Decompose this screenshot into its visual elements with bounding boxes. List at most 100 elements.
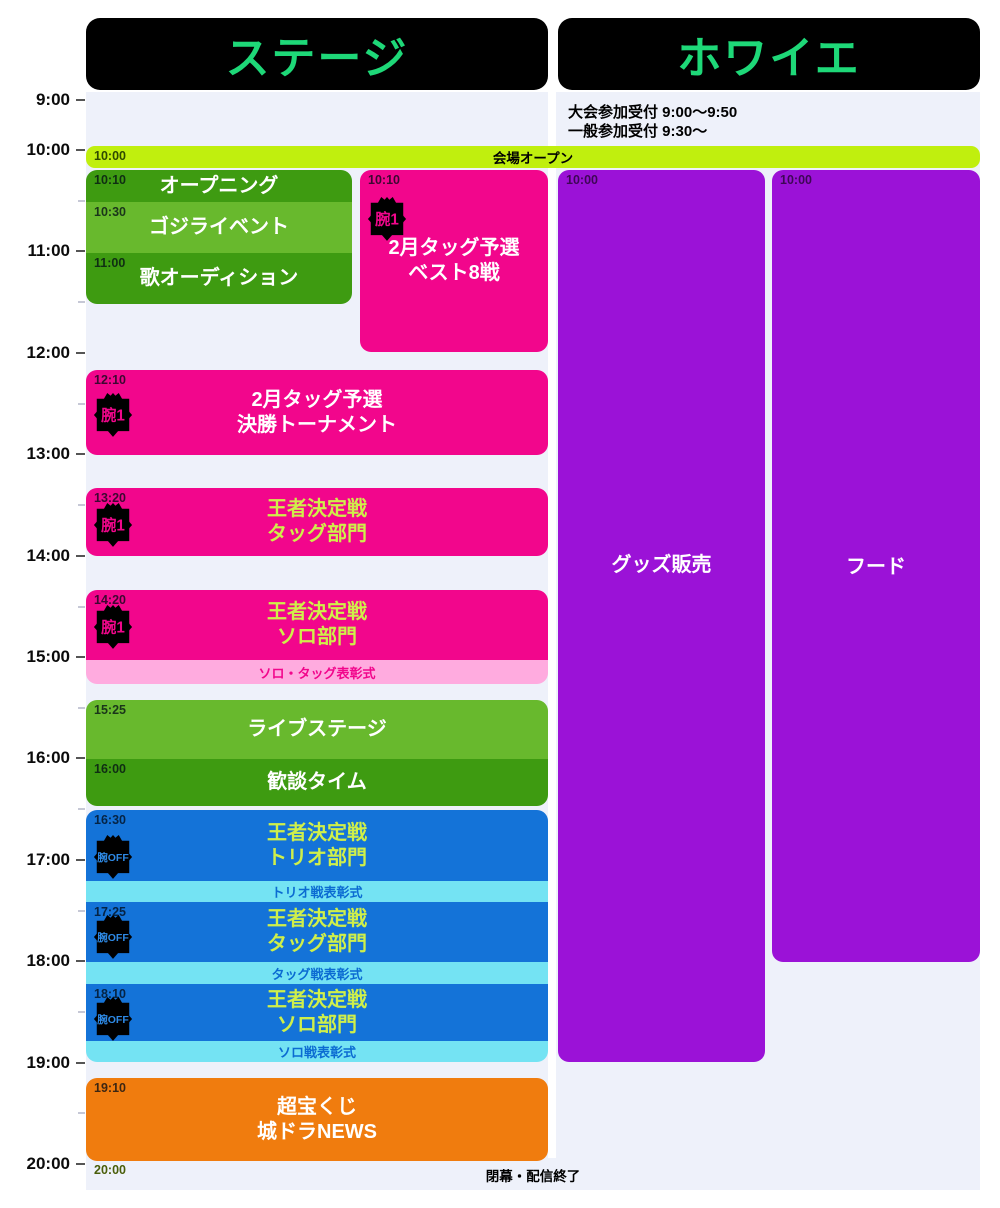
event-champion-tag-off: 17:25 腕OFF 王者決定戦 タッグ部門 [86, 902, 548, 962]
foyer-column-title: ホワイエ [677, 34, 861, 83]
bottom-strip [86, 1158, 980, 1190]
hour-tick [76, 352, 85, 354]
hour-tick [76, 859, 85, 861]
event-tag-qualifier-final: 12:10 腕1 2月タッグ予選 決勝トーナメント [86, 370, 548, 455]
venue-open-bar: 10:00 会場オープン [86, 146, 980, 168]
closing-time: 20:00 [94, 1163, 126, 1177]
event-title-line1: 王者決定戦 [267, 988, 367, 1011]
event-time: 11:00 [94, 256, 126, 270]
event-title: フード [846, 556, 906, 578]
ude1-burst-icon: 腕1 [93, 393, 133, 437]
reception-line-2: 一般参加受付 9:30〜 [568, 123, 708, 140]
event-chat-time: 16:00 歓談タイム [86, 759, 548, 806]
event-time: 19:10 [94, 1081, 126, 1095]
event-title-line1: 王者決定戦 [267, 908, 367, 930]
event-title-line2: ソロ部門 [277, 626, 357, 648]
hour-label-17: 17:00 [26, 850, 70, 869]
event-title-line1: 2月タッグ予選 [388, 237, 520, 259]
half-hour-tick [78, 707, 85, 709]
hour-label-15: 15:00 [26, 647, 70, 666]
event-title-line2: 城ドラNEWS [257, 1120, 377, 1143]
event-title-line1: 王者決定戦 [267, 821, 367, 844]
trio-award-ceremony: トリオ戦表彰式 [86, 881, 548, 902]
event-champion-tag: 13:20 腕1 王者決定戦 タッグ部門 [86, 488, 548, 556]
event-time: 10:00 [780, 173, 812, 187]
hour-tick [76, 99, 85, 101]
hour-label-9: 9:00 [35, 90, 70, 109]
event-title-line1: 2月タッグ予選 [251, 388, 383, 411]
event-title-line1: 王者決定戦 [267, 498, 367, 520]
event-time: 17:25 [94, 905, 126, 919]
hour-tick [76, 149, 85, 151]
hour-tick [76, 960, 85, 962]
event-time: 12:10 [94, 373, 126, 387]
event-title-line1: 王者決定戦 [267, 601, 367, 623]
event-time: 10:00 [566, 173, 598, 187]
svg-text:腕OFF: 腕OFF [97, 1013, 129, 1026]
closing-label: 閉幕・配信終了 [485, 1169, 581, 1184]
event-title: ゴジライベント [149, 216, 289, 238]
live-events-group: 15:25 ライブステージ 16:00 歓談タイム [86, 700, 548, 806]
event-title-line2: ソロ部門 [277, 1013, 357, 1036]
event-title-line1: 超宝くじ [277, 1095, 357, 1118]
solo-tag-award-ceremony: ソロ・タッグ表彰式 [86, 660, 548, 684]
half-hour-tick [78, 1112, 85, 1114]
reception-line-1: 大会参加受付 9:00〜9:50 [568, 104, 738, 121]
event-song-audition: 11:00 歌オーディション [86, 253, 352, 304]
event-time: 18:10 [94, 987, 126, 1001]
half-hour-tick [78, 808, 85, 810]
morning-events-group: 10:10 オープニング 10:30 ゴジライベント 11:00 歌オーディショ… [86, 170, 352, 304]
event-lottery-news: 19:10 超宝くじ 城ドラNEWS [86, 1078, 548, 1161]
svg-text:腕OFF: 腕OFF [97, 851, 129, 864]
event-title: オープニング [159, 174, 279, 197]
event-time: 13:20 [94, 491, 126, 505]
reception-note: 大会参加受付 9:00〜9:50 一般参加受付 9:30〜 [568, 103, 737, 141]
hour-tick [76, 656, 85, 658]
event-tag-qualifier-best8: 10:10 腕1 2月タッグ予選 ベスト8戦 [360, 170, 548, 352]
tag-award-ceremony: タッグ戦表彰式 [86, 962, 548, 984]
hour-tick [76, 757, 85, 759]
ude1-burst-icon: 腕1 [93, 503, 133, 547]
event-time: 14:20 [94, 593, 126, 607]
half-hour-tick [78, 200, 85, 202]
hour-label-19: 19:00 [26, 1053, 70, 1072]
venue-open-time: 10:00 [94, 149, 126, 163]
hour-tick [76, 1163, 85, 1165]
event-title-line2: トリオ部門 [267, 846, 367, 869]
ude1-burst-icon: 腕1 [367, 197, 407, 241]
ude-off-burst-icon: 腕OFF [93, 835, 133, 879]
hour-label-16: 16:00 [26, 748, 70, 767]
event-opening: 10:10 オープニング [86, 170, 352, 202]
event-time: 10:30 [94, 205, 126, 219]
svg-text:腕1: 腕1 [101, 619, 125, 637]
event-time: 16:00 [94, 762, 126, 776]
ude-off-burst-icon: 腕OFF [93, 997, 133, 1041]
half-hour-tick [78, 403, 85, 405]
hour-tick [76, 250, 85, 252]
event-time: 10:10 [368, 173, 400, 187]
half-hour-tick [78, 606, 85, 608]
solo-award-ceremony: ソロ戦表彰式 [86, 1041, 548, 1062]
event-time: 10:10 [94, 173, 126, 187]
event-title-line2: タッグ部門 [267, 933, 367, 955]
svg-text:腕OFF: 腕OFF [97, 931, 129, 944]
hour-label-11: 11:00 [27, 241, 70, 260]
foyer-column-header: ホワイエ [558, 18, 980, 90]
ude-off-burst-icon: 腕OFF [93, 915, 133, 959]
event-food: 10:00 フード [772, 170, 980, 962]
half-hour-tick [78, 301, 85, 303]
off-champion-group: 16:30 腕OFF 王者決定戦 トリオ部門 トリオ戦表彰式 17:25 腕OF… [86, 810, 548, 1062]
event-champion-trio-off: 16:30 腕OFF 王者決定戦 トリオ部門 [86, 810, 548, 881]
hour-label-20: 20:00 [26, 1154, 70, 1173]
event-title: 歓談タイム [267, 771, 367, 793]
stage-column-header: ステージ [86, 18, 548, 90]
event-champion-solo-off: 18:10 腕OFF 王者決定戦 ソロ部門 [86, 984, 548, 1041]
event-title-line2: タッグ部門 [267, 523, 367, 545]
event-goods-sale: 10:00 グッズ販売 [558, 170, 765, 1062]
event-champion-solo-group: 14:20 腕1 王者決定戦 ソロ部門 ソロ・タッグ表彰式 [86, 590, 548, 684]
event-title: グッズ販売 [611, 554, 712, 576]
hour-label-10: 10:00 [26, 140, 70, 159]
hour-tick [76, 1062, 85, 1064]
stage-column-title: ステージ [225, 34, 409, 83]
